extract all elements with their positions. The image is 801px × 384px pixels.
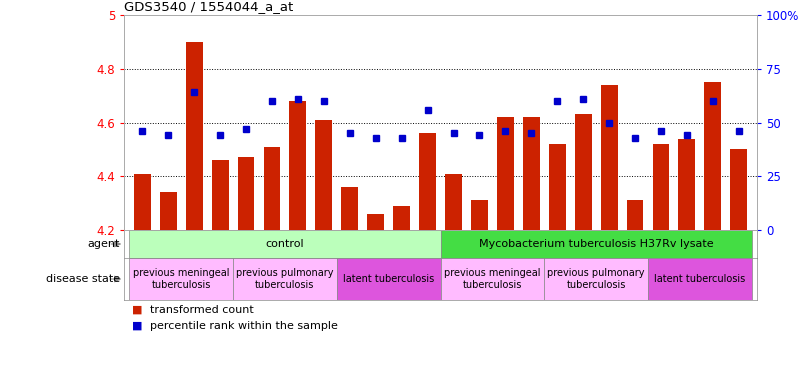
Bar [233,258,336,300]
Bar [264,147,280,230]
Text: previous pulmonary
tuberculosis: previous pulmonary tuberculosis [236,268,334,290]
Text: latent tuberculosis: latent tuberculosis [343,274,434,284]
Text: ■: ■ [132,305,143,315]
Bar [211,160,228,230]
Text: control: control [266,239,304,249]
Text: transformed count: transformed count [150,305,254,315]
Bar [704,82,721,230]
Bar [238,157,255,230]
Text: previous meningeal
tuberculosis: previous meningeal tuberculosis [445,268,541,290]
Bar [601,85,618,230]
Bar [289,101,306,230]
Text: ■: ■ [132,321,143,331]
Bar [575,114,592,230]
Text: percentile rank within the sample: percentile rank within the sample [150,321,338,331]
Bar [393,206,410,230]
Bar [341,187,358,230]
Text: GDS3540 / 1554044_a_at: GDS3540 / 1554044_a_at [124,0,293,13]
Text: agent: agent [88,239,120,249]
Bar [549,144,566,230]
Bar [678,139,695,230]
Bar [653,144,670,230]
Bar [129,230,441,258]
Bar [441,258,545,300]
Bar [445,174,462,230]
Bar [129,258,233,300]
Bar [626,200,643,230]
Bar [419,133,436,230]
Text: previous pulmonary
tuberculosis: previous pulmonary tuberculosis [547,268,645,290]
Bar [523,117,540,230]
Text: disease state: disease state [46,274,120,284]
Bar [186,42,203,230]
Bar [368,214,384,230]
Bar [336,258,441,300]
Bar [731,149,747,230]
Bar [648,258,752,300]
Bar [134,174,151,230]
Text: Mycobacterium tuberculosis H37Rv lysate: Mycobacterium tuberculosis H37Rv lysate [479,239,714,249]
Bar [471,200,488,230]
Bar [160,192,177,230]
Bar [545,258,648,300]
Bar [441,230,752,258]
Bar [316,120,332,230]
Bar [497,117,513,230]
Text: previous meningeal
tuberculosis: previous meningeal tuberculosis [133,268,229,290]
Text: latent tuberculosis: latent tuberculosis [654,274,746,284]
